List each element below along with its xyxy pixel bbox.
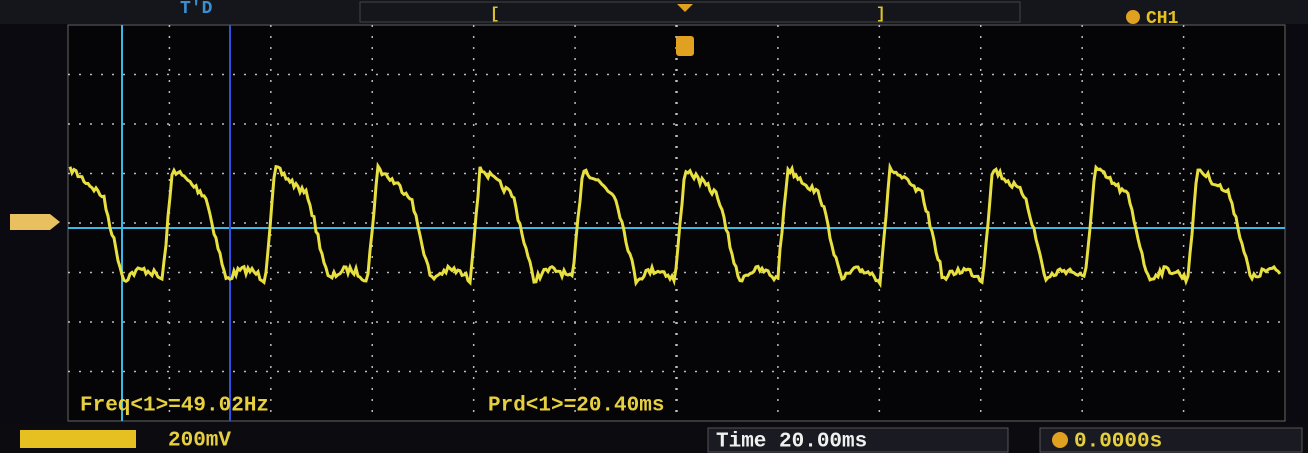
timebase: Time 20.00ms (716, 431, 867, 453)
trigger-offset-icon (1052, 432, 1068, 448)
memory-bracket-left: [ (490, 5, 500, 23)
period-readout: Prd<1>=20.40ms (488, 395, 664, 418)
trigger-icon (1126, 10, 1140, 24)
trigger-offset: 0.0000s (1074, 431, 1162, 453)
frequency-readout: Freq<1>=49.02Hz (80, 395, 269, 418)
channel-badge (20, 430, 136, 448)
trigger-status: T'D (180, 0, 213, 19)
memory-bracket-right: ] (876, 5, 886, 23)
volts-per-division: 200mV (168, 430, 231, 453)
trigger-top-marker (676, 36, 694, 56)
page: T'D [ ] CH1 Freq<1>=49.02Hz Prd<1>=20.40… (0, 0, 1308, 453)
channel-ground-marker (10, 214, 60, 230)
oscilloscope-display: T'D [ ] CH1 Freq<1>=49.02Hz Prd<1>=20.40… (0, 0, 1308, 453)
